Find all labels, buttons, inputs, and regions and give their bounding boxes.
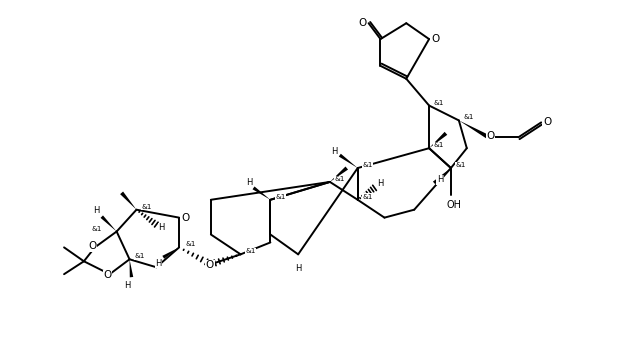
- Text: H: H: [93, 206, 100, 215]
- Text: O: O: [431, 34, 439, 44]
- Text: &1: &1: [335, 176, 345, 182]
- Text: &1: &1: [434, 100, 444, 106]
- Polygon shape: [120, 191, 137, 210]
- Text: H: H: [331, 147, 337, 156]
- Text: &1: &1: [92, 226, 102, 231]
- Polygon shape: [130, 259, 133, 277]
- Text: &1: &1: [245, 248, 256, 254]
- Polygon shape: [162, 247, 179, 259]
- Polygon shape: [339, 154, 357, 168]
- Text: H: H: [155, 259, 162, 268]
- Text: O: O: [206, 260, 214, 270]
- Text: H: H: [246, 178, 252, 187]
- Text: O: O: [487, 131, 495, 141]
- Text: O: O: [104, 270, 112, 280]
- Text: OH: OH: [446, 200, 461, 210]
- Text: &1: &1: [455, 162, 466, 168]
- Text: O: O: [543, 117, 551, 127]
- Text: O: O: [359, 18, 367, 28]
- Text: H: H: [125, 280, 131, 289]
- Polygon shape: [459, 120, 490, 139]
- Text: O: O: [88, 241, 97, 252]
- Polygon shape: [252, 186, 270, 200]
- Text: H: H: [158, 223, 165, 232]
- Text: H: H: [295, 264, 301, 273]
- Polygon shape: [429, 132, 447, 148]
- Text: &1: &1: [434, 142, 444, 148]
- Text: O: O: [181, 213, 189, 223]
- Polygon shape: [433, 168, 451, 184]
- Text: &1: &1: [363, 194, 373, 200]
- Text: &1: &1: [363, 162, 373, 168]
- Text: &1: &1: [275, 194, 286, 200]
- Text: &1: &1: [141, 204, 151, 210]
- Text: H: H: [437, 176, 443, 185]
- Text: &1: &1: [186, 241, 197, 247]
- Polygon shape: [100, 215, 116, 231]
- Polygon shape: [330, 167, 348, 182]
- Text: &1: &1: [134, 253, 144, 259]
- Text: &1: &1: [464, 115, 474, 120]
- Text: H: H: [377, 179, 384, 188]
